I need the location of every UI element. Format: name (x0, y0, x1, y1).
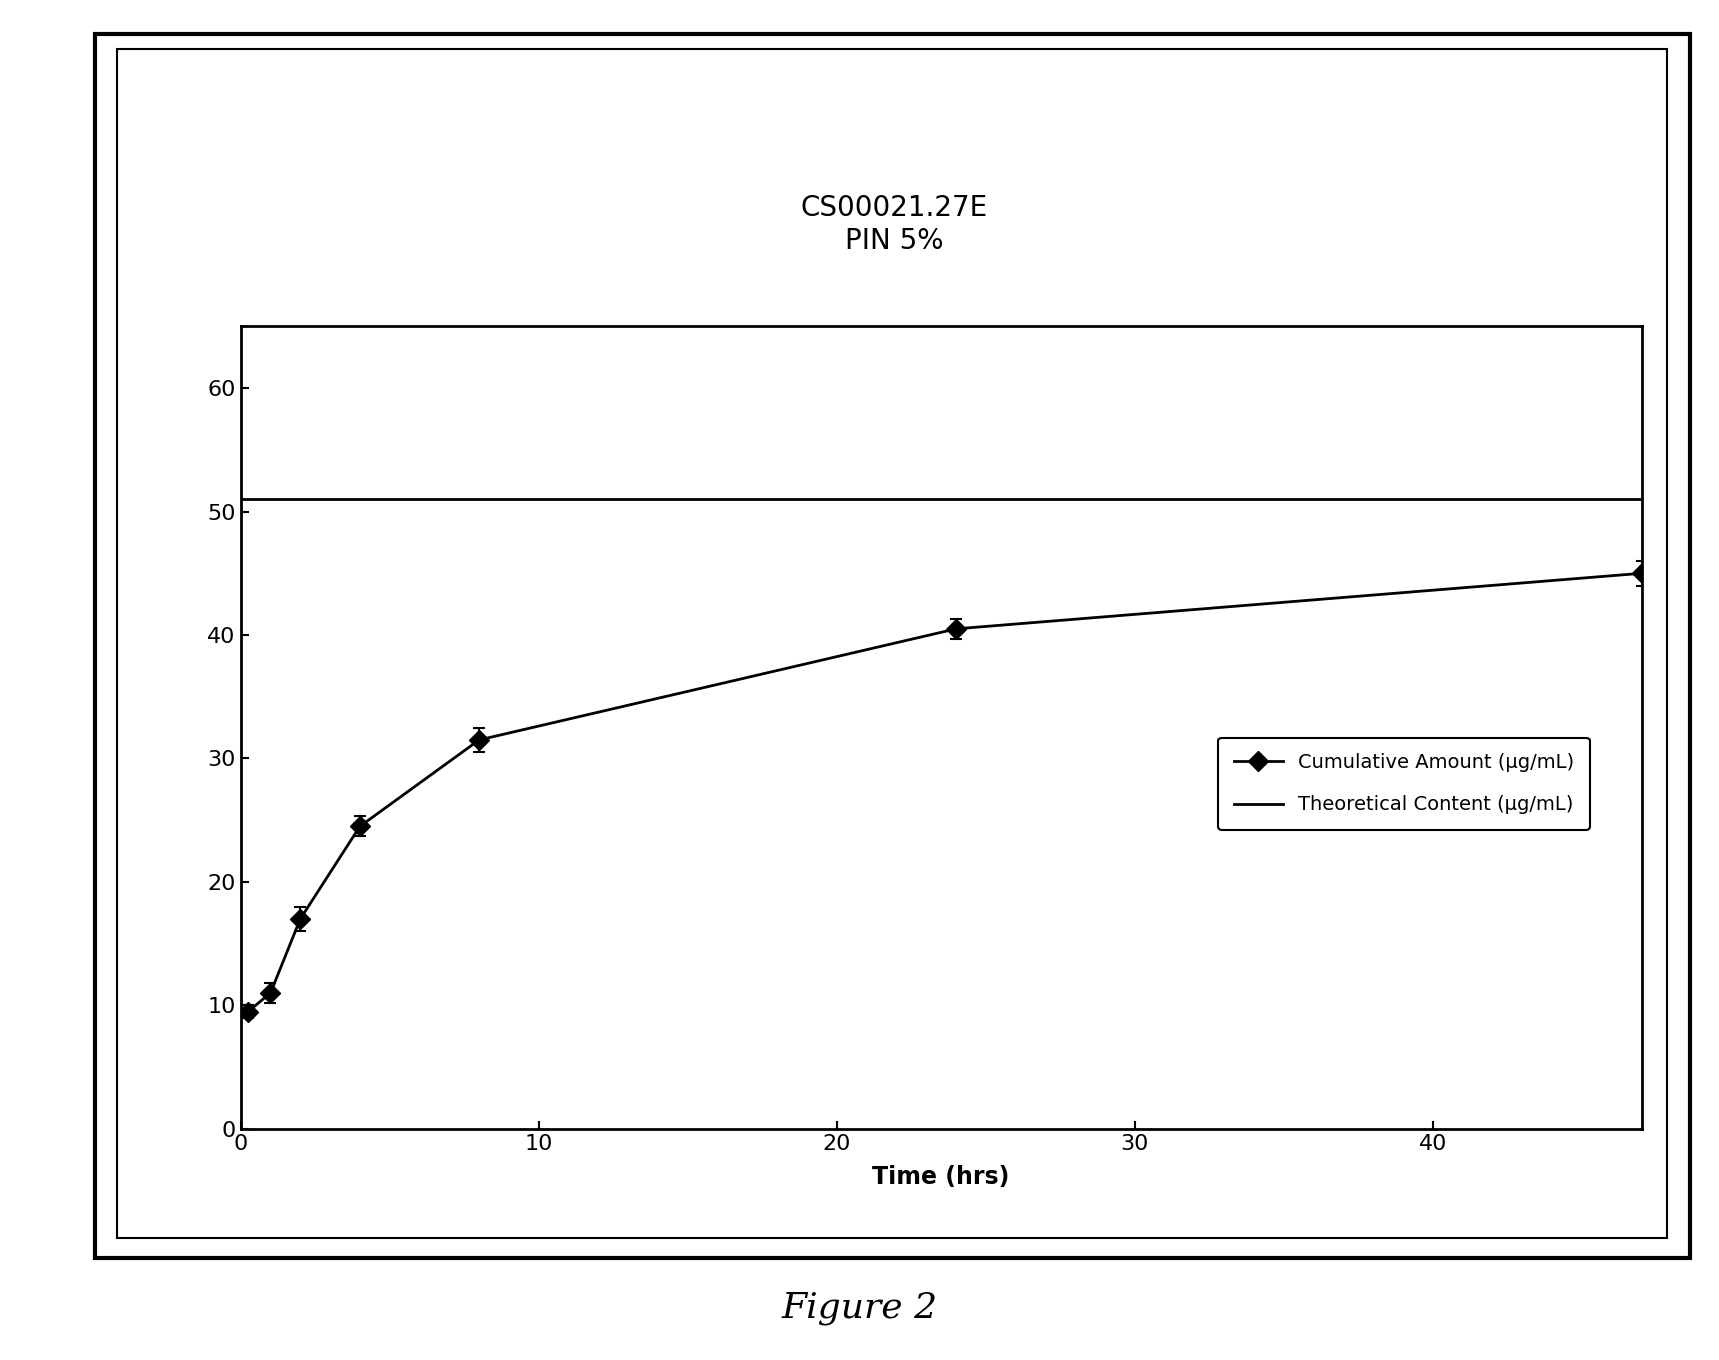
Text: Figure 2: Figure 2 (782, 1292, 937, 1325)
X-axis label: Time (hrs): Time (hrs) (873, 1164, 1009, 1189)
Text: CS00021.27E
PIN 5%: CS00021.27E PIN 5% (801, 194, 987, 254)
Legend: Cumulative Amount (μg/mL), Theoretical Content (μg/mL): Cumulative Amount (μg/mL), Theoretical C… (1219, 737, 1590, 830)
